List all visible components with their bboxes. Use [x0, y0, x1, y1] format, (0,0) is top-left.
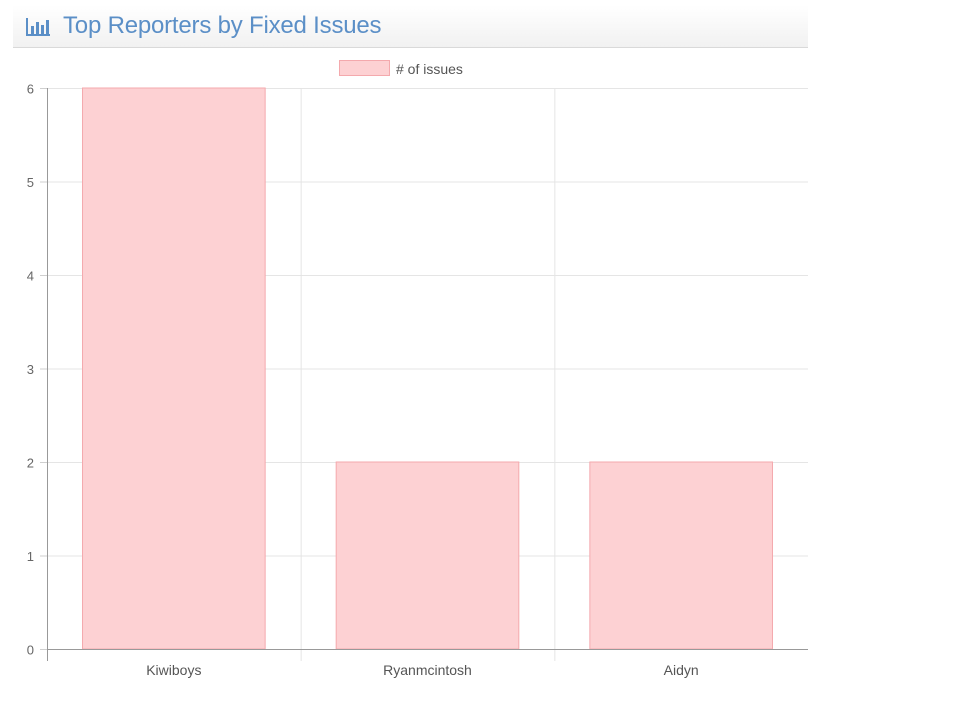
x-tick-label: Ryanmcintosh: [383, 662, 472, 678]
y-tick-label: 3: [27, 362, 34, 377]
y-tick-label: 2: [27, 456, 34, 471]
y-tick-label: 0: [27, 643, 34, 658]
widget-title: Top Reporters by Fixed Issues: [63, 12, 382, 39]
chart-widget: Top Reporters by Fixed Issues: [13, 5, 808, 48]
bar-layer: [82, 87, 773, 650]
bar-chart-icon: [26, 18, 50, 36]
bar-kiwiboys[interactable]: [82, 87, 266, 650]
y-tick-label: 6: [27, 82, 34, 97]
x-tick-label: Kiwiboys: [146, 662, 201, 678]
widget-header: Top Reporters by Fixed Issues: [13, 5, 808, 48]
y-tick-label: 5: [27, 175, 34, 190]
y-tick-label: 4: [27, 269, 34, 284]
axis-layer: 0 1 2 3 4 5 6 Kiwiboys Ryanmcintosh Aidyn: [27, 82, 808, 678]
x-tick-label: Aidyn: [664, 662, 699, 678]
y-tick-label: 1: [27, 549, 34, 564]
legend-label[interactable]: # of issues: [396, 61, 463, 77]
bar-aidyn[interactable]: [589, 461, 773, 650]
legend-swatch[interactable]: [339, 60, 390, 76]
legend: # of issues: [339, 60, 463, 77]
bar-ryanmcintosh[interactable]: [335, 461, 520, 650]
